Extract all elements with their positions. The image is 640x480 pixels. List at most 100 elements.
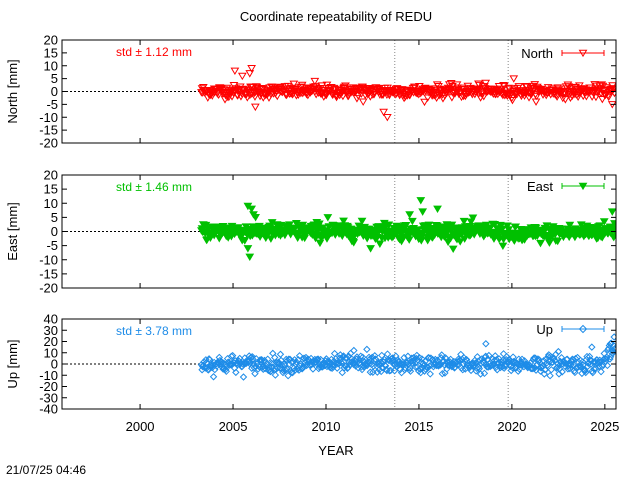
data-point <box>420 98 429 107</box>
data-point <box>366 368 375 376</box>
data-point <box>276 350 285 358</box>
data-point <box>425 354 433 362</box>
data-point-outlier <box>247 205 256 214</box>
data-point-outlier <box>554 347 563 356</box>
data-point <box>232 368 240 377</box>
data-point <box>271 371 280 379</box>
data-point <box>436 90 446 98</box>
data-point <box>539 357 548 365</box>
data-point <box>338 92 348 101</box>
data-point <box>448 245 458 254</box>
data-point <box>594 358 603 366</box>
data-point-outlier <box>237 72 247 81</box>
y-tick-label: 20 <box>44 334 58 349</box>
data-point-outlier <box>607 208 616 216</box>
data-point-outlier <box>250 103 260 112</box>
data-point <box>344 363 352 372</box>
data-point-outlier <box>230 67 240 76</box>
y-axis-label: East [mm] <box>5 202 20 261</box>
data-point <box>406 367 415 375</box>
data-point <box>401 93 410 101</box>
data-point <box>438 223 448 231</box>
data-point <box>571 84 580 92</box>
data-point <box>263 231 273 239</box>
data-point <box>227 360 235 369</box>
data-point <box>507 94 517 103</box>
data-point <box>573 93 583 102</box>
y-tick-label: -20 <box>39 136 58 151</box>
data-point <box>295 352 304 360</box>
data-point <box>401 221 411 230</box>
legend-symbol <box>561 324 605 334</box>
data-point <box>267 367 275 376</box>
data-point <box>592 364 600 373</box>
north-series <box>197 65 616 122</box>
y-tick-label: 40 <box>44 312 58 327</box>
data-point <box>354 364 362 372</box>
figure-title: Coordinate repeatability of REDU <box>240 9 432 24</box>
data-point <box>531 98 541 106</box>
data-point <box>401 364 410 372</box>
data-point <box>321 91 331 100</box>
data-point <box>535 356 543 364</box>
data-point <box>406 364 414 372</box>
data-point <box>605 341 614 350</box>
data-point <box>416 365 424 373</box>
y-tick-label: 5 <box>51 210 58 225</box>
data-point <box>245 91 255 100</box>
data-point-outlier <box>350 346 358 355</box>
data-point <box>555 370 563 378</box>
data-point <box>593 356 601 364</box>
data-point <box>586 356 594 365</box>
data-point <box>492 356 501 364</box>
data-point <box>258 356 266 364</box>
data-point <box>221 92 231 100</box>
data-point <box>427 86 436 95</box>
y-tick-label: -10 <box>39 252 58 267</box>
data-point <box>373 368 382 376</box>
data-point-outlier <box>379 108 388 117</box>
data-point <box>499 356 507 365</box>
data-point <box>497 225 507 234</box>
data-point <box>408 217 417 226</box>
data-point <box>597 95 607 104</box>
data-point-outlier <box>243 245 253 253</box>
y-tick-label: -10 <box>39 368 58 383</box>
data-point-outlier <box>363 345 371 354</box>
data-point <box>540 370 549 378</box>
x-tick-label: 2015 <box>404 419 433 434</box>
data-point <box>337 358 345 367</box>
data-point <box>554 362 563 371</box>
data-point <box>214 91 224 100</box>
data-point <box>228 351 237 360</box>
data-point <box>459 365 467 374</box>
data-point <box>603 361 612 370</box>
data-point <box>529 364 537 373</box>
data-point <box>576 362 584 371</box>
data-point <box>249 360 258 368</box>
data-point <box>459 217 469 226</box>
data-point <box>564 83 573 91</box>
legend-label: Up <box>536 322 553 337</box>
data-point <box>482 360 491 368</box>
data-point <box>546 371 554 380</box>
data-point-outlier <box>310 77 320 86</box>
data-point-outlier <box>245 70 255 78</box>
data-point <box>251 369 259 378</box>
data-point <box>545 239 554 247</box>
data-point <box>222 367 230 376</box>
data-point <box>468 214 478 222</box>
y-tick-label: 5 <box>51 71 58 86</box>
data-point <box>437 91 447 99</box>
data-point <box>404 352 412 360</box>
data-point <box>335 359 343 368</box>
x-tick-label: 2000 <box>126 419 155 434</box>
data-point-outlier <box>405 211 415 219</box>
std-annotation: std ± 1.12 mm <box>116 45 192 59</box>
data-point <box>439 357 448 365</box>
data-point <box>571 368 579 377</box>
y-tick-label: -15 <box>39 266 58 281</box>
data-point-outlier <box>247 65 256 73</box>
